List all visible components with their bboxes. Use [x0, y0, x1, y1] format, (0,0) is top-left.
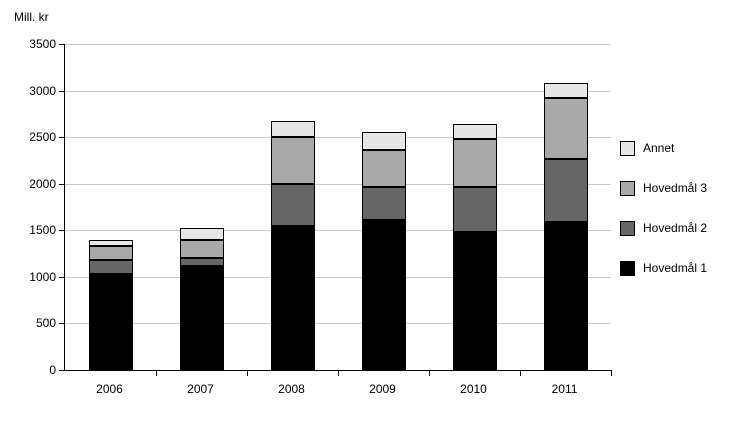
y-axis-tick [59, 370, 65, 371]
grid-line [65, 277, 611, 278]
x-axis-labels: 2006 2007 2008 2009 2010 2011 [64, 382, 610, 398]
x-axis-tick [520, 370, 521, 376]
bar-segment [453, 124, 497, 139]
x-tick-label: 2008 [278, 382, 305, 396]
bar-segment [89, 274, 133, 370]
legend-item: Hovedmål 3 [620, 180, 708, 196]
bar-segment [453, 139, 497, 187]
x-axis-tick [156, 370, 157, 376]
y-axis-tick [59, 91, 65, 92]
bar-segment [453, 187, 497, 232]
bar-segment [362, 187, 406, 220]
y-tick-label: 1000 [29, 270, 56, 284]
y-axis-tick [59, 230, 65, 231]
legend-item: Hovedmål 2 [620, 220, 708, 236]
y-axis-tick [59, 44, 65, 45]
bar-segment [544, 98, 588, 159]
grid-line [65, 323, 611, 324]
y-axis-tick [59, 323, 65, 324]
legend-label: Hovedmål 3 [643, 181, 708, 195]
bar-segment [362, 150, 406, 187]
bar-segment [362, 132, 406, 150]
legend-swatch [620, 180, 635, 196]
y-tick-label: 1500 [29, 223, 56, 237]
grid-line [65, 184, 611, 185]
bar-segment [362, 220, 406, 370]
legend-label: Annet [643, 141, 675, 155]
x-tick-label: 2006 [96, 382, 123, 396]
legend-swatch [620, 140, 635, 156]
legend-label: Hovedmål 2 [643, 221, 708, 235]
grid-line [65, 230, 611, 231]
legend-item: Annet [620, 140, 707, 156]
bar-segment [544, 222, 588, 370]
y-axis-tick [59, 184, 65, 185]
x-tick-label: 2011 [551, 382, 578, 396]
y-tick-label: 2500 [29, 130, 56, 144]
legend-label: Hovedmål 1 [643, 261, 708, 275]
plot-area [59, 44, 612, 376]
x-axis-tick [338, 370, 339, 376]
y-tick-label: 500 [35, 316, 56, 330]
legend-item: Hovedmål 1 [620, 260, 708, 276]
legend-swatch [620, 260, 635, 276]
bar-segment [89, 240, 133, 246]
y-axis-title: Mill. kr [14, 10, 49, 24]
bar-segment [271, 121, 315, 137]
bar-segment [180, 258, 224, 266]
y-axis-tick [59, 277, 65, 278]
legend-swatch [620, 220, 635, 236]
y-tick-label: 3000 [29, 84, 56, 98]
bar-segment [180, 228, 224, 240]
bar-segment [180, 240, 224, 258]
bar-segment [180, 266, 224, 370]
y-axis-tick [59, 137, 65, 138]
bar-segment [271, 226, 315, 370]
x-axis-tick [429, 370, 430, 376]
y-axis-tick-labels: 0 500 1000 1500 2000 2500 3000 3500 [0, 37, 56, 377]
grid-line [65, 44, 611, 45]
bar-segment [453, 232, 497, 370]
y-tick-label: 3500 [29, 37, 56, 51]
y-tick-label: 2000 [29, 177, 56, 191]
x-axis-tick [247, 370, 248, 376]
legend: Annet Hovedmål 3 Hovedmål 2 Hovedmål 1 [620, 140, 708, 301]
bar-segment [271, 184, 315, 226]
x-tick-label: 2009 [369, 382, 396, 396]
bar-segment [271, 137, 315, 184]
x-tick-label: 2010 [460, 382, 487, 396]
bar-segment [544, 83, 588, 98]
bar-segment [89, 260, 133, 274]
x-tick-label: 2007 [187, 382, 214, 396]
bar-segment [89, 246, 133, 260]
x-axis-tick [611, 370, 612, 376]
grid-line [65, 137, 611, 138]
bar-segment [544, 159, 588, 222]
grid-line [65, 91, 611, 92]
y-tick-label: 0 [49, 363, 56, 377]
